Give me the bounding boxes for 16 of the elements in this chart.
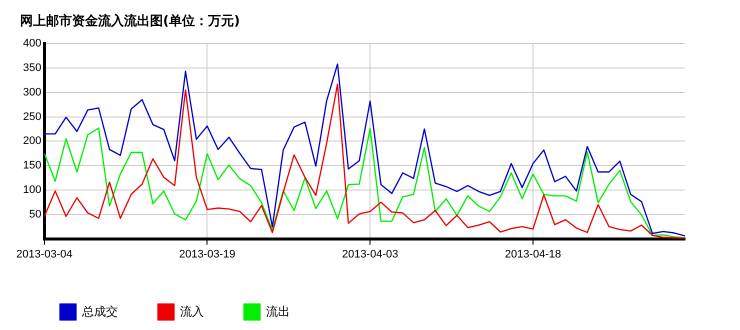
y-tick-label: 300 <box>22 86 42 98</box>
chart-title: 网上邮市资金流入流出图(单位：万元) <box>20 13 240 30</box>
y-tick-label: 350 <box>22 62 42 74</box>
y-tick-label: 150 <box>22 160 42 172</box>
y-tick-label: 250 <box>22 110 42 123</box>
y-tick-label: 100 <box>22 184 42 196</box>
legend-label: 总成交 <box>81 304 118 318</box>
legend-label: 流出 <box>266 304 290 318</box>
x-tick-label: 2013-03-19 <box>179 248 236 260</box>
x-tick-label: 2013-03-04 <box>16 248 72 260</box>
y-tick-label: 400 <box>22 38 42 50</box>
x-tick-label: 2013-04-18 <box>504 248 562 260</box>
y-tick-label: 50 <box>29 208 42 220</box>
x-tick-label: 2013-04-03 <box>342 248 398 260</box>
legend-label: 流入 <box>180 304 204 318</box>
y-tick-label: 200 <box>22 135 42 148</box>
